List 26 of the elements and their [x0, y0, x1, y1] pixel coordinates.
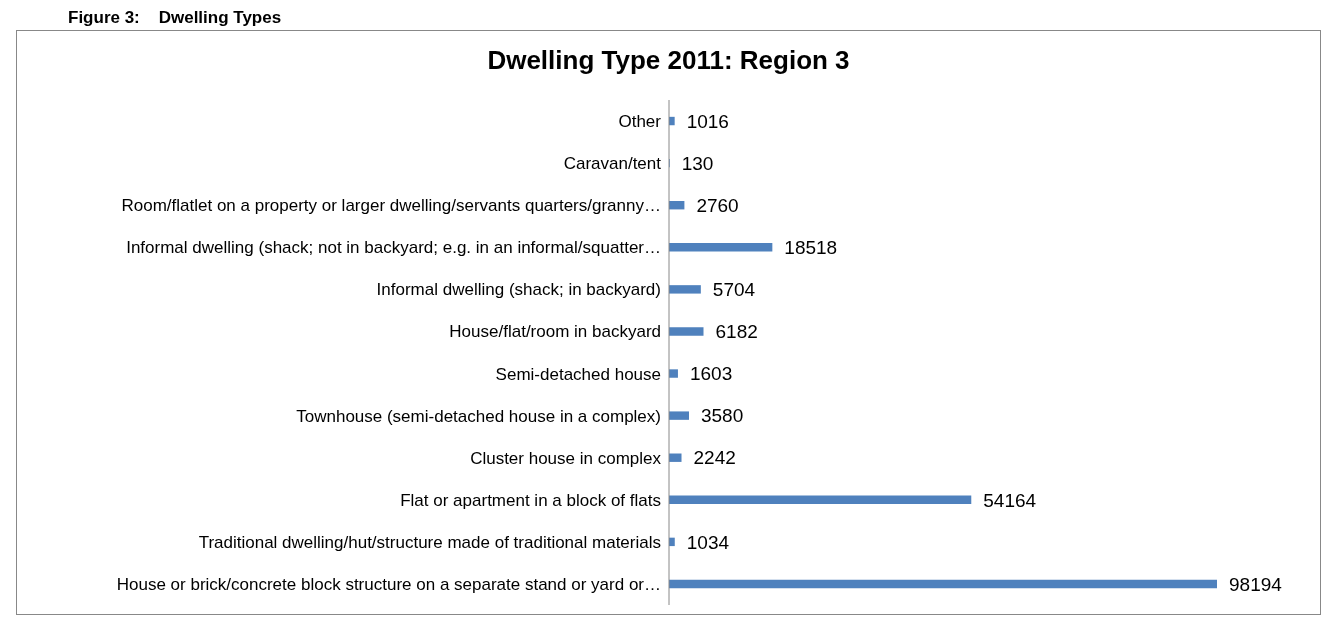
caption: Figure 3: Dwelling Types [68, 8, 283, 29]
y-tick-label: Room/flatlet on a property or larger dwelling/servants quarters/granny… [121, 196, 661, 216]
y-tick-label: Cluster house in complex [470, 448, 662, 468]
data-label: 54164 [983, 489, 1037, 511]
data-label: 1016 [686, 110, 729, 132]
y-tick-label: Townhouse (semi-detached house in a complex) [296, 406, 661, 426]
data-label: 2242 [693, 447, 736, 469]
y-tick-label: Other [618, 112, 662, 132]
data-label: 5704 [712, 279, 756, 301]
y-tick-label: Traditional dwelling/hut/structure made of traditional materials [198, 532, 661, 552]
data-label: 3580 [700, 405, 744, 427]
data-label: 18518 [784, 237, 838, 259]
data-label: 130 [681, 152, 714, 174]
y-tick-label: House or brick/concrete block structure on a separate stand or yard or… [116, 574, 661, 594]
data-label: 98194 [1229, 573, 1283, 595]
chart-title: Dwelling Type 2011: Region 3 [486, 45, 851, 77]
data-label: 2760 [696, 194, 739, 216]
data-label: 6182 [715, 321, 758, 343]
data-label: 1603 [689, 363, 733, 385]
y-tick-label: Semi-detached house [495, 364, 661, 384]
y-tick-label: Informal dwelling (shack; not in backyard; e.g. in an informal/squatter… [126, 238, 661, 258]
y-tick-label: House/flat/room in backyard [449, 322, 661, 342]
data-label: 1034 [686, 531, 730, 553]
y-tick-label: Caravan/tent [563, 154, 662, 174]
y-tick-label: Flat or apartment in a block of flats [400, 490, 661, 510]
y-tick-label: Informal dwelling (shack; in backyard) [376, 280, 661, 300]
